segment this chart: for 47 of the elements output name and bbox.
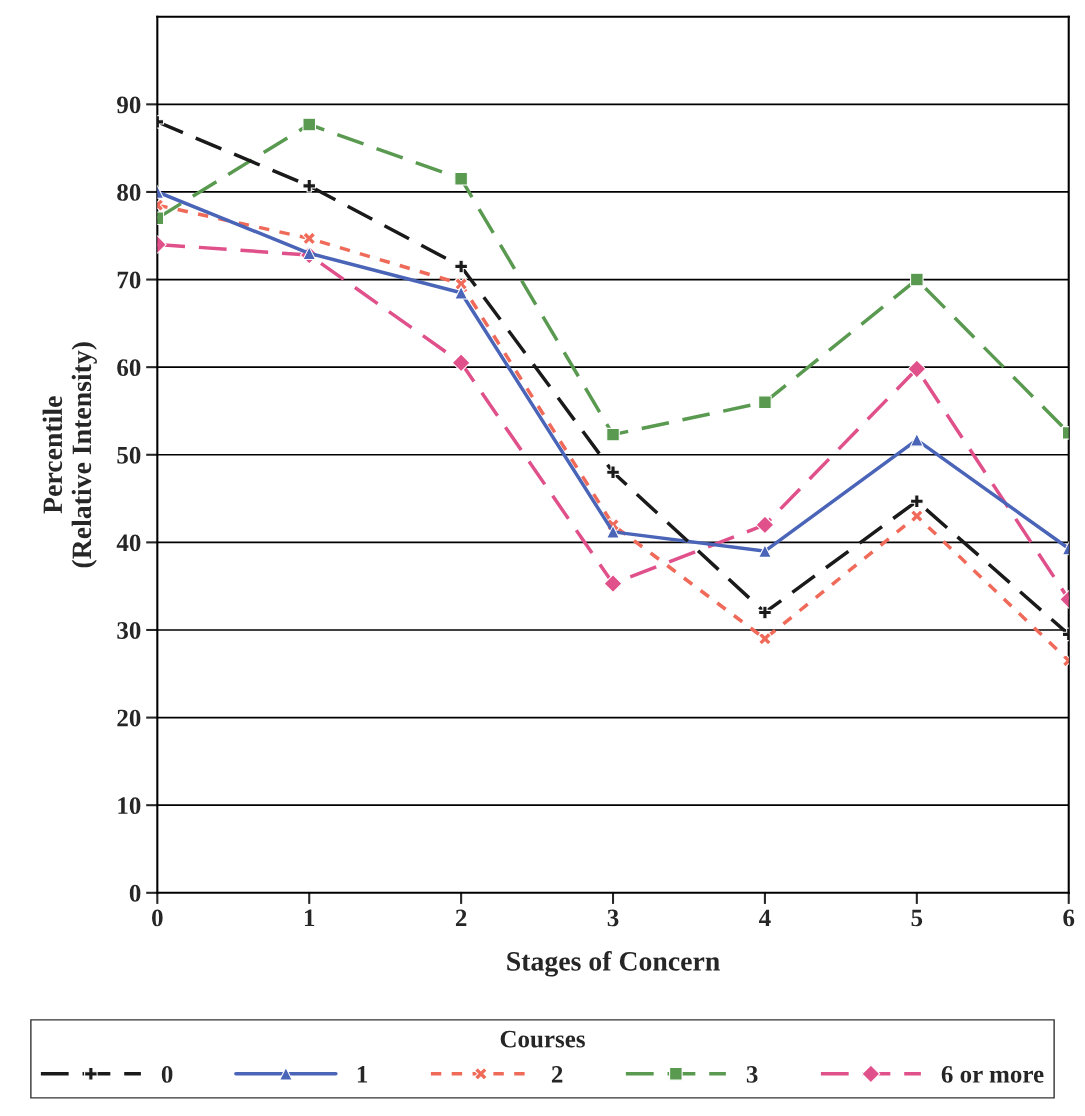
y-tick-label: 30 [117,622,141,639]
point [907,359,927,379]
y-tick-label: 40 [116,534,141,552]
point [910,433,924,447]
point [758,631,772,646]
y-tick-label: 60 [117,359,141,377]
point [302,179,316,193]
x-tick-label: 4 [759,909,771,927]
point [910,272,924,287]
point [454,277,468,291]
legend-label: 0 [161,1065,173,1083]
y-tick-label: 50 [117,446,141,464]
y-tick-label: 20 [117,709,141,727]
point [451,353,471,373]
x-tick-label: 0 [152,909,163,927]
legend-title: Courses [500,1030,585,1048]
point [758,395,772,409]
y-axis-title: Percentile (Relative Intensity) [42,342,97,568]
point [302,117,316,132]
point [302,231,316,246]
x-axis-title: Stages of Concern [507,950,720,977]
point [454,285,468,300]
x-tick-label: 5 [911,909,923,927]
legend-label: 1 [357,1066,368,1083]
y-tick-label: 10 [118,797,141,815]
point [758,544,772,558]
y-tick-label: 70 [117,271,141,289]
point [606,465,620,480]
point [755,515,775,535]
x-tick-label: 3 [607,909,619,927]
point [910,509,924,523]
y-tick-label: 0 [129,884,141,902]
point [603,574,623,593]
point [758,605,772,620]
point [606,525,620,539]
point [454,259,468,274]
x-tick-label: 1 [304,909,315,927]
point [454,172,468,186]
y-tick-label: 80 [117,184,141,201]
point [606,427,620,442]
legend-label: 3 [746,1066,758,1083]
y-tick-label: 90 [117,96,141,114]
legend-label: 2 [551,1066,563,1083]
legend-label: 6 or more [941,1066,1044,1083]
x-tick-label: 2 [455,909,467,927]
x-tick-label: 6 [1063,909,1075,927]
point [910,494,924,508]
